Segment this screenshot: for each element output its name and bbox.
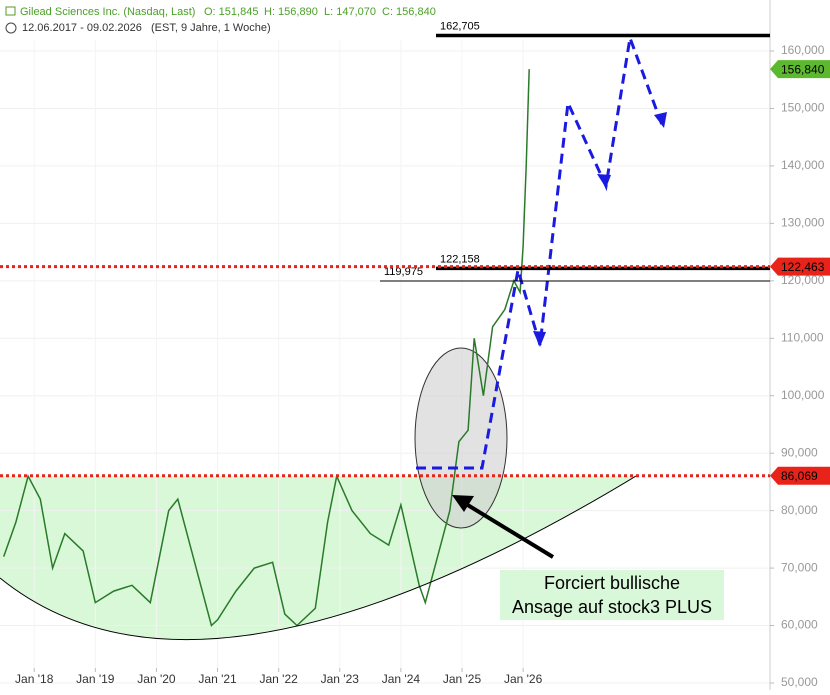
level-label: 162,705	[440, 20, 480, 32]
annotation-text: Ansage auf stock3 PLUS	[512, 597, 712, 617]
x-tick-label: Jan '26	[504, 672, 543, 686]
x-tick-label: Jan '20	[137, 672, 176, 686]
projection-path	[416, 32, 664, 470]
header-open: O: 151,845	[204, 6, 258, 18]
grid	[0, 40, 770, 684]
y-tick-label: 140,000	[781, 158, 825, 172]
header-info: (EST, 9 Jahre, 1 Woche)	[151, 22, 271, 34]
y-tick-label: 130,000	[781, 216, 825, 230]
price-tag	[770, 466, 830, 485]
price-tag	[770, 257, 830, 276]
data	[2, 69, 530, 627]
level-label: 119,975	[384, 266, 423, 278]
base-arc	[0, 475, 637, 641]
annotation-text: Forciert bullische	[544, 573, 680, 593]
price-tag-label: 122,463	[781, 260, 825, 274]
header: Gilead Sciences Inc. (Nasdaq, Last) O: 1…	[5, 6, 436, 34]
arrow-head	[533, 331, 546, 347]
x-tick-label: Jan '21	[198, 672, 237, 686]
pointer-arrow	[464, 502, 555, 559]
x-tick-label: Jan '23	[321, 672, 360, 686]
y-tick-label: 150,000	[781, 101, 825, 115]
price-tag-label: 86,069	[781, 469, 818, 483]
y-tick-label: 50,000	[781, 675, 818, 689]
arrow-head	[452, 495, 474, 512]
clock-icon	[5, 22, 17, 34]
header-close: C: 156,840	[382, 6, 436, 18]
y-tick-label: 100,000	[781, 388, 825, 402]
y-tick-label: 160,000	[781, 43, 825, 57]
header-low: L: 147,070	[324, 6, 376, 18]
y-tick-label: 120,000	[781, 273, 825, 287]
level-label: 122,158	[440, 253, 480, 265]
price-line	[2, 69, 530, 627]
header-range: 12.06.2017 - 09.02.2026	[22, 22, 142, 34]
y-tick-label: 110,000	[781, 330, 824, 344]
x-tick-label: Jan '22	[260, 672, 299, 686]
x-tick-label: Jan '19	[76, 672, 115, 686]
icon	[5, 6, 16, 16]
price-tag-label: 156,840	[781, 62, 825, 76]
y-tick-label: 60,000	[781, 618, 818, 632]
arrow-head	[597, 174, 611, 188]
y-tick-label: 70,000	[781, 560, 818, 574]
header-title: Gilead Sciences Inc. (Nasdaq, Last)	[20, 6, 195, 18]
price-tag	[770, 60, 830, 79]
y-tick-label: 80,000	[781, 503, 818, 517]
x-tick-label: Jan '25	[443, 672, 482, 686]
y-tick-label: 90,000	[781, 445, 818, 459]
header-high: H: 156,890	[264, 6, 318, 18]
x-tick-label: Jan '24	[382, 672, 421, 686]
arrow-head	[654, 112, 667, 128]
x-tick-label: Jan '18	[15, 672, 54, 686]
annotation-box	[500, 570, 724, 620]
